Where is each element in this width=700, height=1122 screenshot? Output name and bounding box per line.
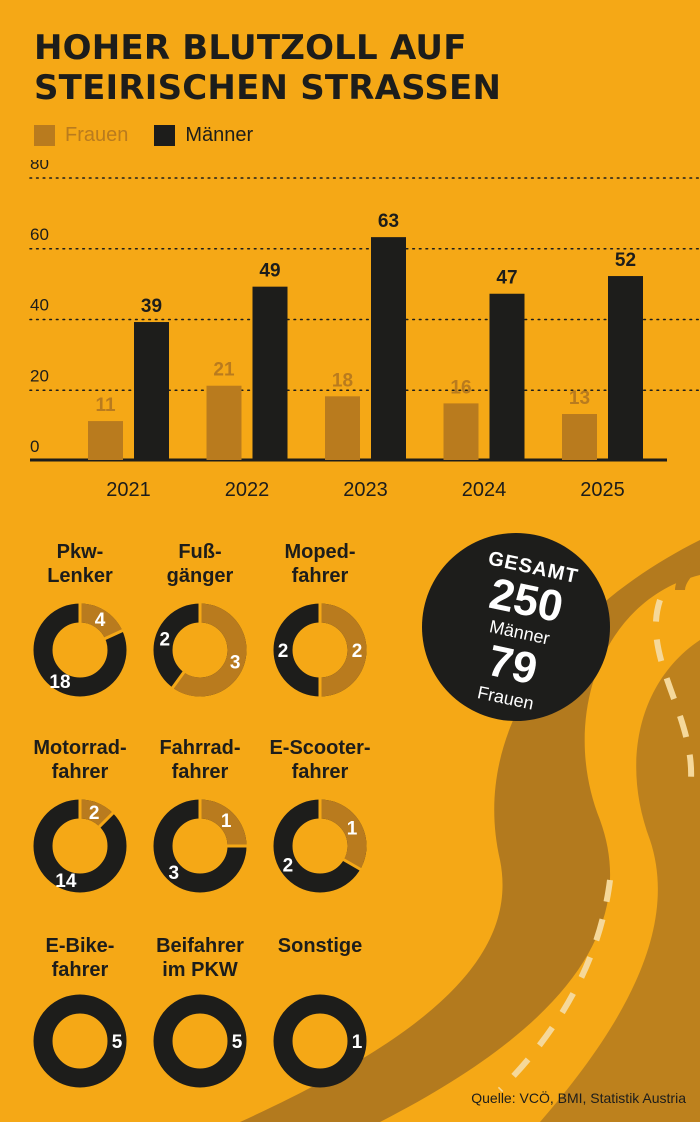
- donut-title: Motorrad-fahrer: [10, 736, 150, 784]
- bar-frauen: [443, 403, 479, 460]
- bar-maenner: [134, 322, 169, 460]
- donut-title-line-1: Motorrad-: [33, 737, 127, 759]
- donut-title-line-1: Fahrrad-: [159, 737, 241, 759]
- donut-title-line-2: fahrer: [51, 761, 109, 783]
- legend-swatch-maenner: [154, 125, 176, 146]
- x-tick-label: 2022: [225, 479, 270, 501]
- y-tick-label: 80: [30, 160, 49, 173]
- data-label-frauen: 11: [95, 395, 116, 416]
- x-tick-label: 2021: [106, 479, 151, 501]
- donut-title-line-1: Pkw-: [56, 541, 104, 563]
- legend-swatch-frauen: [34, 125, 55, 146]
- data-label-maenner: 39: [141, 296, 162, 317]
- donut-title: Beifahrer im PKW: [130, 934, 270, 982]
- data-label-frauen: 21: [213, 360, 235, 381]
- y-tick-label: 0: [30, 437, 39, 456]
- donut-title: E-Scooter-fahrer: [250, 736, 390, 784]
- data-label-maenner: 47: [496, 268, 517, 289]
- data-label-frauen: 16: [450, 377, 471, 398]
- bar-maenner: [489, 293, 525, 460]
- legend: Frauen Männer: [34, 124, 279, 147]
- data-label-maenner: 52: [615, 250, 636, 271]
- total-circle: [422, 533, 610, 721]
- donut-title-line-2: fahrer: [291, 565, 349, 587]
- bar-frauen: [206, 385, 242, 460]
- data-label-frauen: 13: [569, 388, 590, 409]
- bar-maenner: [252, 286, 288, 460]
- donut-title: Fuß-gänger: [130, 540, 270, 588]
- donut-title-line-2: im PKW: [162, 959, 238, 981]
- bar-frauen: [325, 396, 360, 460]
- donut-title-line-2: fahrer: [171, 761, 229, 783]
- legend-item-maenner: Männer: [154, 124, 253, 147]
- title-line-1: HOHER BLUTZOLL AUF: [34, 28, 467, 68]
- bar-maenner: [371, 237, 406, 460]
- bar-maenner: [608, 276, 643, 460]
- donut-title-line-2: gänger: [166, 565, 234, 587]
- data-label-maenner: 49: [259, 261, 280, 282]
- donut-title-line-2: fahrer: [51, 959, 109, 981]
- y-tick-label: 20: [30, 366, 49, 385]
- y-tick-label: 60: [30, 225, 49, 244]
- total-badge: GESAMT 250 Männer 79 Frauen: [422, 533, 610, 763]
- bar-frauen: [88, 421, 123, 460]
- donut-title: Fahrrad-fahrer: [130, 736, 270, 784]
- chart-title: HOHER BLUTZOLL AUF STEIRISCHEN STRASSEN: [34, 28, 674, 108]
- donut-title-line-1: E-Bike-: [45, 935, 115, 957]
- donut-title-line-1: Sonstige: [277, 935, 363, 957]
- legend-label-maenner: Männer: [185, 124, 254, 146]
- title-line-2: STEIRISCHEN STRASSEN: [34, 68, 502, 108]
- data-label-maenner: 63: [378, 211, 399, 232]
- donut-title: Moped-fahrer: [250, 540, 390, 588]
- bar-chart: 0 20 40 60 80 11 39 2021 21 49 2022 18 63 2023 16 47 202…: [29, 160, 700, 501]
- donut-title-line-1: Fuß-: [178, 541, 222, 563]
- donut-title-line-1: Moped-: [284, 541, 356, 563]
- donut-title-line-1: Beifahrer: [156, 935, 244, 957]
- bar-frauen: [562, 414, 597, 460]
- donut-title: E-Bike-fahrer: [10, 934, 150, 982]
- donut-title-line-1: E-Scooter-: [269, 737, 371, 759]
- x-tick-label: 2023: [343, 479, 388, 501]
- donut-title-line-2: fahrer: [291, 761, 349, 783]
- legend-item-frauen: Frauen: [34, 124, 128, 147]
- donut-title: Pkw- Lenker: [10, 540, 150, 588]
- source-note: Quelle: VCÖ, BMI, Statistik Austria: [471, 1090, 686, 1106]
- data-label-frauen: 18: [332, 370, 353, 391]
- x-tick-label: 2024: [462, 479, 507, 501]
- donut-title: Sonstige: [250, 934, 390, 958]
- legend-label-frauen: Frauen: [65, 124, 129, 146]
- donut-title-line-2: Lenker: [47, 565, 113, 587]
- y-tick-label: 40: [30, 296, 49, 315]
- x-tick-label: 2025: [580, 479, 625, 501]
